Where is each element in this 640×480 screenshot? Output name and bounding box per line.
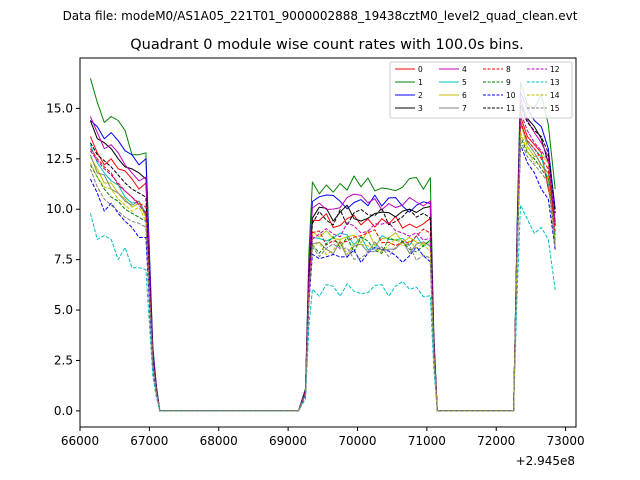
legend-label-11: 11: [506, 104, 516, 113]
x-tick-label: 69000: [269, 434, 307, 448]
y-tick-label: 10.0: [46, 202, 73, 216]
axes-frame: [79, 57, 577, 428]
series-line-14: [89, 132, 556, 412]
suptitle: Data file: modeM0/AS1A05_221T01_90000028…: [63, 9, 578, 23]
y-tick-label: 2.5: [54, 353, 73, 367]
legend-label-3: 3: [418, 104, 423, 113]
y-tick-label: 0.0: [54, 404, 73, 418]
legend-label-4: 4: [462, 65, 467, 74]
x-tick-label: 68000: [200, 434, 238, 448]
x-tick-label: 71000: [408, 434, 446, 448]
x-tick-label: 70000: [338, 434, 376, 448]
y-tick-label: 15.0: [46, 101, 73, 115]
legend-label-13: 13: [550, 78, 560, 87]
x-axis: 66000 67000 68000 69000 70000 71000 72000 73000: [61, 427, 585, 448]
x-tick-label: 66000: [61, 434, 99, 448]
y-tick-label: 7.5: [54, 253, 73, 267]
legend-label-14: 14: [550, 91, 560, 100]
legend-label-5: 5: [462, 78, 467, 87]
y-tick-label: 5.0: [54, 303, 73, 317]
legend-label-8: 8: [506, 65, 511, 74]
y-axis: 0.0 2.5 5.0 7.5 10.0 12.5 15.0: [46, 101, 80, 418]
legend-label-6: 6: [462, 91, 467, 100]
legend-label-10: 10: [506, 91, 516, 100]
legend-label-15: 15: [550, 104, 560, 113]
x-tick-label: 67000: [130, 434, 168, 448]
x-tick-label: 72000: [477, 434, 515, 448]
legend-label-1: 1: [418, 78, 423, 87]
y-tick-label: 12.5: [46, 152, 73, 166]
x-tick-label: 73000: [547, 434, 585, 448]
series-line-15: [89, 140, 556, 412]
chart-title: Quadrant 0 module wise count rates with …: [130, 37, 524, 53]
legend-label-7: 7: [462, 104, 467, 113]
legend-label-2: 2: [418, 91, 423, 100]
plot-area: [89, 78, 556, 412]
legend-label-0: 0: [418, 65, 423, 74]
x-offset-label: +2.945e8: [516, 454, 575, 468]
legend-box: [389, 61, 573, 119]
legend-label-12: 12: [550, 65, 560, 74]
legend-label-9: 9: [506, 78, 511, 87]
